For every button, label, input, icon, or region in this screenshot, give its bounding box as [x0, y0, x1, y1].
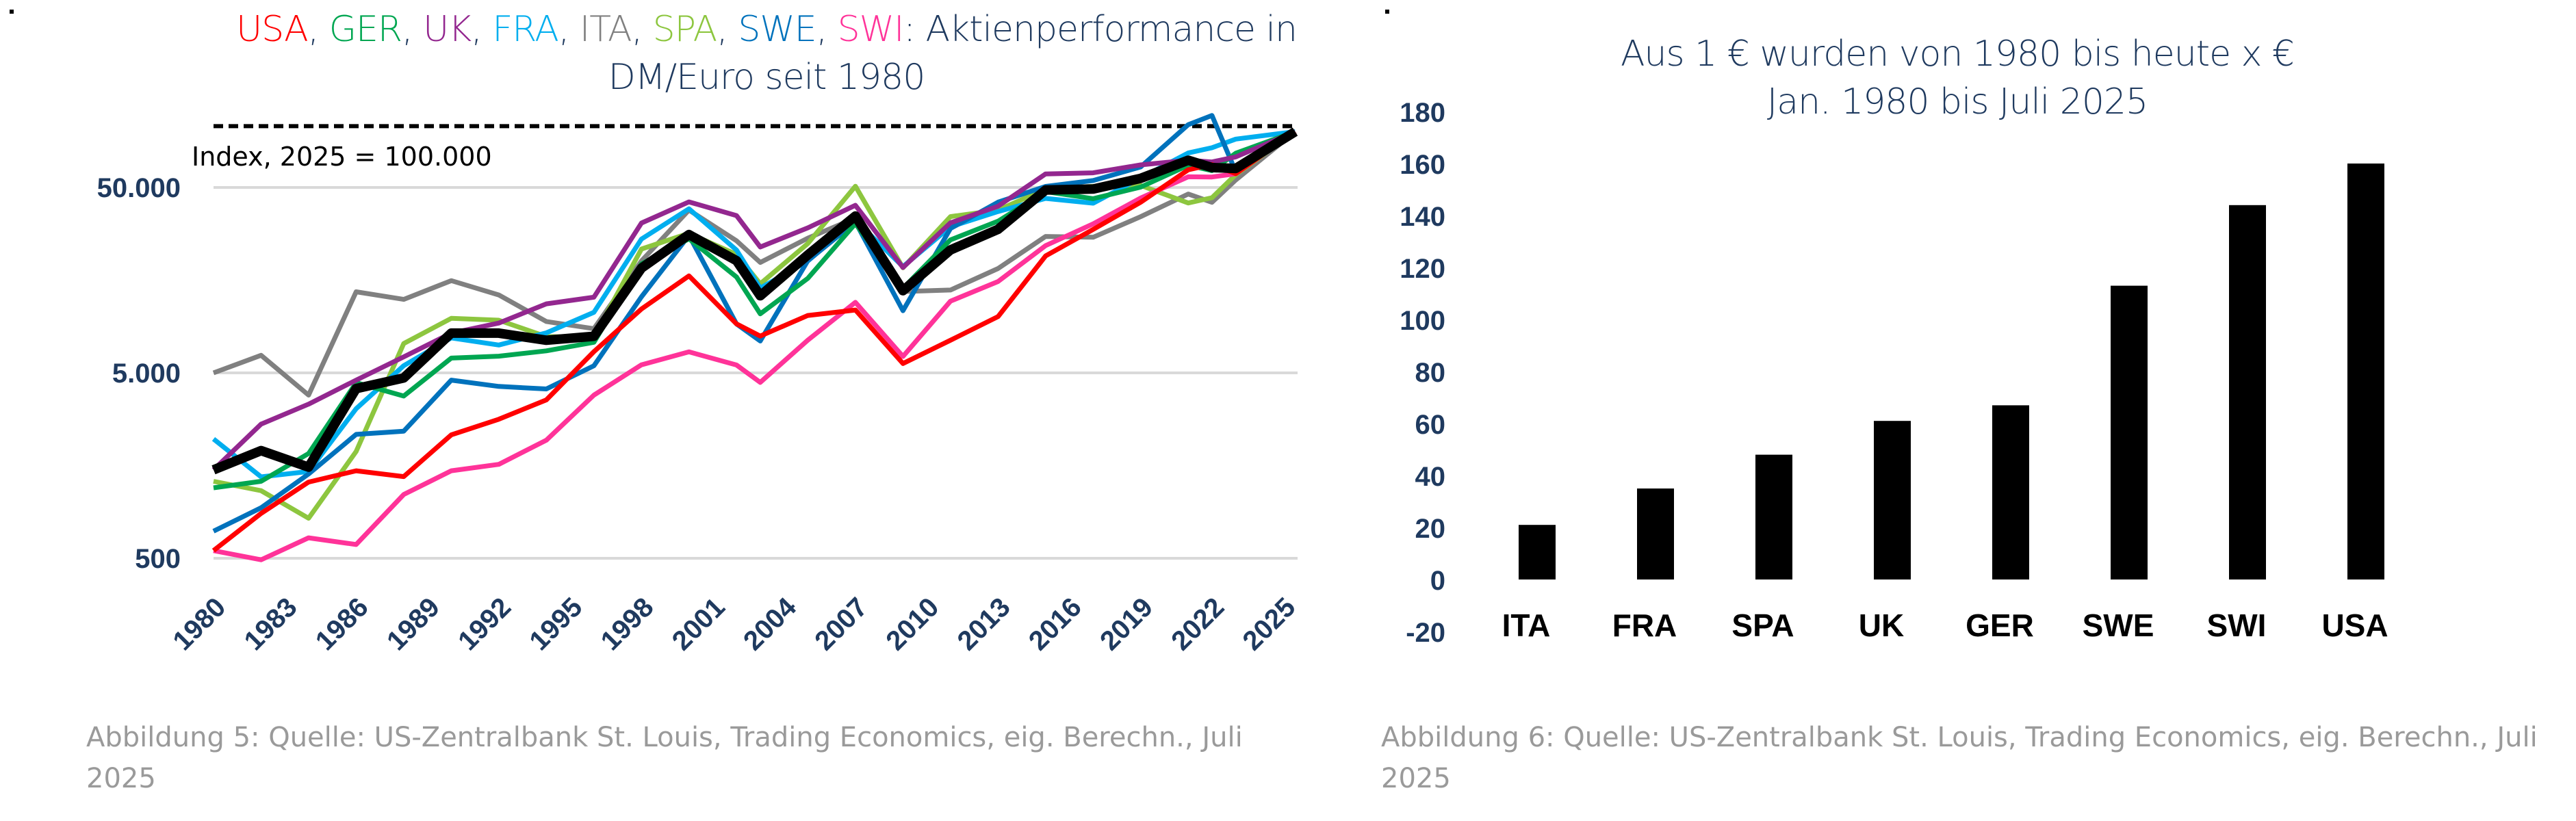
y-tick-label: 500: [135, 544, 181, 574]
category-label: SPA: [1731, 608, 1794, 643]
category-label: USA: [2321, 608, 2388, 643]
title-part: FRA: [492, 9, 559, 50]
title-part: SWI: [837, 9, 905, 50]
y-tick-label: 40: [1415, 462, 1446, 492]
bar-chart: -20 0 20 40 60 80 100 120 140 160 180 ITA FRA SPA UK GE…: [1400, 98, 2388, 648]
right-caption: Abbildung 6: Quelle: US-Zentralbank St. …: [1381, 722, 2538, 794]
bar-usa: [2347, 164, 2384, 579]
category-label: SWI: [2207, 608, 2267, 643]
title-part: GER: [329, 9, 402, 50]
title-part: SWE: [738, 9, 816, 50]
y-tick-label: -20: [1406, 618, 1445, 648]
title-part: ,: [307, 9, 329, 50]
corner-marker-left: [10, 10, 14, 14]
y-tick-label: 5.000: [112, 359, 181, 389]
series-line-ger: [213, 129, 1296, 491]
category-label: GER: [1966, 608, 2034, 643]
bar-ita: [1519, 525, 1556, 579]
category-label: FRA: [1612, 608, 1677, 643]
title-part: SPA: [652, 9, 718, 50]
y-tick-label: 180: [1400, 98, 1445, 128]
category-label: ITA: [1502, 608, 1551, 643]
category-label: SWE: [2083, 608, 2154, 643]
series-line-usa: [211, 129, 1297, 553]
bar-uk: [1874, 421, 1911, 579]
corner-marker-right: [1385, 10, 1389, 14]
series-line-ita: [212, 129, 1297, 398]
category-label: UK: [1859, 608, 1904, 643]
bar-ger: [1992, 405, 2029, 579]
left-caption: Abbildung 5: Quelle: US-Zentralbank St. …: [86, 722, 1243, 794]
title-part: ,: [471, 9, 493, 50]
y-tick-label: 0: [1430, 566, 1445, 596]
y-tick-label: 160: [1400, 150, 1445, 180]
y-tick-label: 60: [1415, 410, 1446, 440]
line-chart-title-line1: USA, GER, UK, FRA, ITA, SPA, SWE, SWI: A…: [226, 5, 1307, 53]
title-part: : Aktienperformance in: [903, 9, 1297, 50]
index-annotation: Index, 2025 = 100.000: [192, 142, 492, 172]
y-tick-label: 100: [1400, 306, 1445, 336]
series-line-durchschnitt: [211, 127, 1298, 475]
title-part: ,: [558, 9, 580, 50]
title-part: ,: [402, 9, 424, 50]
line-chart-title: USA, GER, UK, FRA, ITA, SPA, SWE, SWI: A…: [226, 5, 1307, 101]
title-part: USA: [236, 9, 309, 50]
bar-chart-title-line1: Aus 1 € wurden von 1980 bis heute x €: [1620, 34, 2295, 75]
y-tick-label: 120: [1400, 254, 1445, 284]
title-part: ITA: [579, 9, 632, 50]
y-tick-label: 20: [1415, 514, 1446, 544]
line-chart-title-line2: DM/Euro seit 1980: [608, 57, 926, 98]
title-part: ,: [816, 9, 838, 50]
series-line-swi: [213, 129, 1297, 562]
y-tick-label: 50.000: [97, 173, 181, 203]
title-part: UK: [423, 9, 472, 50]
bar-swi: [2229, 205, 2266, 579]
bar-fra: [1637, 488, 1674, 579]
title-part: ,: [631, 9, 653, 50]
y-tick-label: 140: [1400, 202, 1445, 232]
bar-spa: [1755, 454, 1792, 579]
bar-chart-title: Aus 1 € wurden von 1980 bis heute x € Ja…: [1471, 30, 2443, 126]
series-line-uk: [211, 129, 1296, 472]
title-part: ,: [717, 9, 738, 50]
y-tick-label: 80: [1415, 358, 1446, 388]
bar-chart-subtitle: Jan. 1980 bis Juli 2025: [1766, 81, 2148, 122]
bar-swe: [2111, 285, 2148, 579]
